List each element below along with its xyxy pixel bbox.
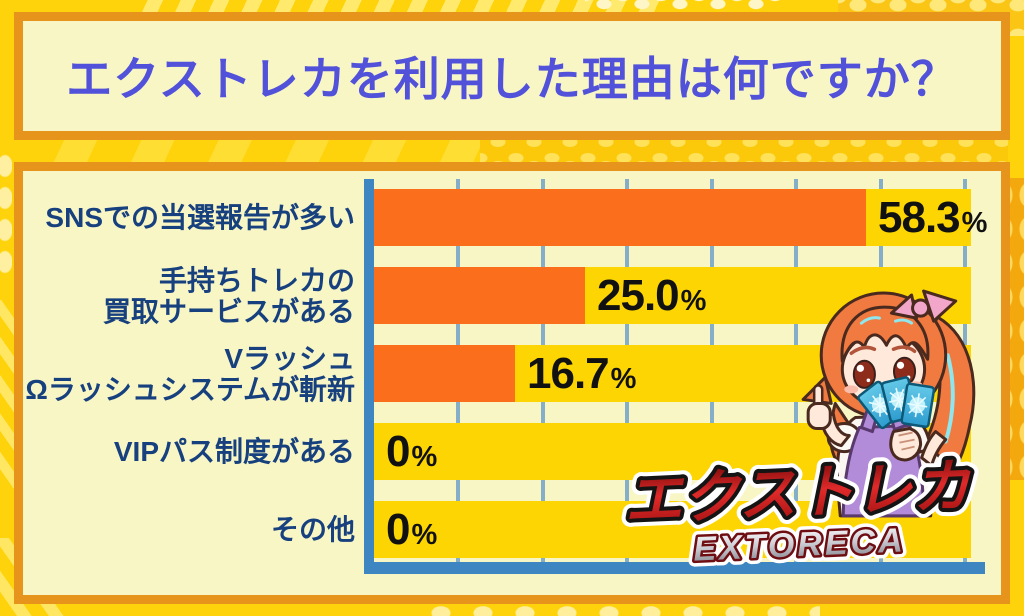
- category-label-line: VIPパス制度がある: [113, 436, 355, 467]
- background-dots-right: [1008, 178, 1024, 480]
- value-label: 0%: [386, 427, 437, 477]
- x-axis: [364, 562, 985, 574]
- value-number: 0: [386, 504, 411, 554]
- bar: [374, 267, 585, 324]
- category-label-line: 手持ちトレカの: [158, 264, 355, 296]
- bar-track: 25.0%: [374, 267, 971, 324]
- bar-chart: SNSでの当選報告が多い 58.3% 手持ちトレカの 買取サービスがある 25.0…: [23, 171, 1001, 595]
- category-label-line: Ωラッシュシステムが斬新: [25, 373, 355, 405]
- chart-row: 手持ちトレカの 買取サービスがある 25.0%: [23, 264, 971, 327]
- value-label: 0%: [386, 505, 437, 555]
- value-label: 16.7%: [527, 349, 636, 399]
- value-number: 58.3: [878, 192, 961, 242]
- value-label: 58.3%: [878, 193, 987, 243]
- bar: [374, 189, 866, 246]
- bar-track: 58.3%: [374, 189, 987, 246]
- value-number: 16.7: [527, 348, 610, 398]
- chart-panel: SNSでの当選報告が多い 58.3% 手持ちトレカの 買取サービスがある 25.0…: [14, 162, 1010, 604]
- percent-sign: %: [680, 284, 707, 317]
- percent-sign: %: [411, 440, 438, 473]
- background-stripes-left: [0, 300, 14, 490]
- value-label: 25.0%: [597, 271, 706, 321]
- value-number: 0: [386, 426, 411, 476]
- background-dots-left: [0, 150, 12, 280]
- background-stripes-middle: [20, 140, 480, 162]
- logo-en: EXTORECA: [693, 521, 907, 568]
- bar: [374, 345, 515, 402]
- chart-row: SNSでの当選報告が多い 58.3%: [23, 189, 987, 246]
- percent-sign: %: [961, 206, 988, 239]
- page-title: エクストレカを利用した理由は何ですか？: [66, 53, 958, 105]
- category-label: SNSでの当選報告が多い: [23, 189, 355, 246]
- category-label-line: その他: [270, 514, 355, 545]
- brand-logo: エクストレカ エクストレカ EXTORECA EXTORECA: [615, 448, 982, 574]
- category-label: 手持ちトレカの 買取サービスがある: [23, 264, 355, 327]
- background-dots-middle: [480, 138, 1008, 162]
- percent-sign: %: [411, 518, 438, 551]
- category-label-line: Vラッシュ: [224, 342, 355, 374]
- category-label-line: SNSでの当選報告が多い: [45, 202, 355, 233]
- percent-sign: %: [610, 362, 637, 395]
- category-label: その他: [23, 501, 355, 558]
- category-label: Vラッシュ Ωラッシュシステムが斬新: [23, 342, 355, 405]
- category-label-line: 買取サービスがある: [102, 295, 355, 327]
- y-axis: [364, 179, 374, 574]
- logo-jp: エクストレカ: [623, 453, 974, 533]
- category-label: VIPパス制度がある: [23, 423, 355, 480]
- value-number: 25.0: [597, 270, 680, 320]
- mascot-illustration: [801, 289, 976, 518]
- title-panel: エクストレカを利用した理由は何ですか？: [14, 12, 1010, 140]
